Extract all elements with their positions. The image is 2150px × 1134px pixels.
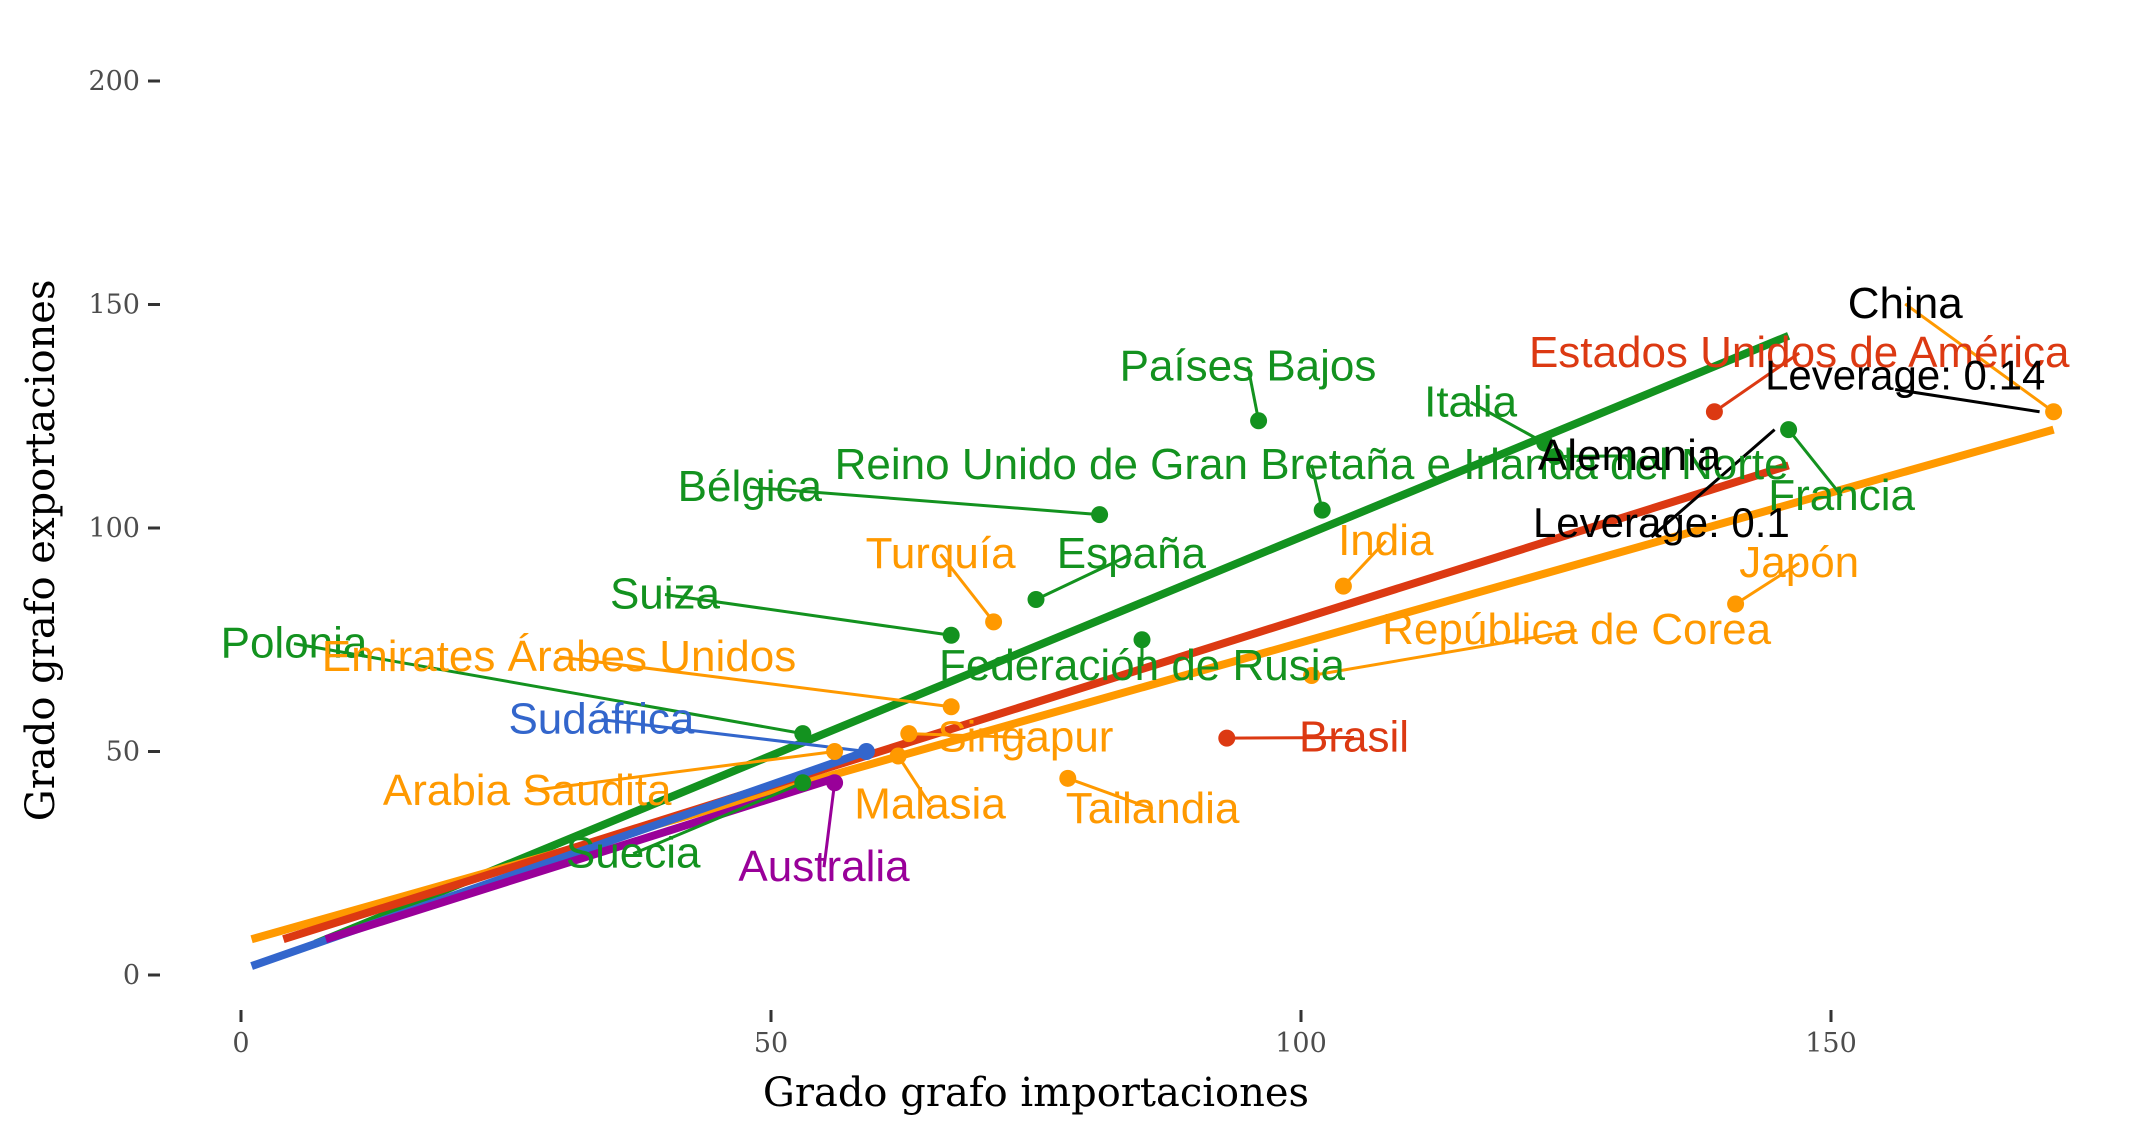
fit-line-2 <box>282 461 1790 944</box>
label-connector <box>1787 428 1843 498</box>
label-connector <box>1035 552 1133 601</box>
data-points <box>794 403 2063 792</box>
label-connector <box>1246 366 1261 422</box>
label-connector <box>908 732 1026 739</box>
data-point <box>1546 447 1564 465</box>
point-label: Reino Unido de Gran Bretaña e Irlanda de… <box>835 440 1789 489</box>
label-connector <box>822 782 837 868</box>
point-label: Suiza <box>610 569 721 618</box>
x-tick-label: 150 <box>1805 1028 1857 1059</box>
point-label: Emirates Árabes Unidos <box>322 632 796 681</box>
label-connector <box>1555 454 1630 458</box>
point-label: Polonia <box>221 619 368 668</box>
leverage-connector <box>1894 387 2040 414</box>
point-label: Federación de Rusia <box>939 641 1346 690</box>
x-tick-label: 0 <box>232 1028 249 1059</box>
data-point <box>1303 667 1321 685</box>
label-connector <box>1904 302 2055 413</box>
data-point <box>1313 501 1331 519</box>
point-label: China <box>1848 279 1963 328</box>
label-connector <box>632 781 804 856</box>
label-connector <box>527 750 835 793</box>
label-connector <box>1713 351 1801 414</box>
data-point <box>1705 403 1723 421</box>
data-point <box>1780 421 1798 439</box>
y-tick-label: 0 <box>123 960 140 991</box>
data-point <box>1250 412 1268 430</box>
data-point <box>1218 729 1236 747</box>
y-tick-label: 150 <box>88 290 140 321</box>
data-point <box>1059 769 1077 787</box>
point-label: Malasia <box>854 780 1006 829</box>
point-label: Países Bajos <box>1120 341 1377 390</box>
axes: Grado grafo importaciones Grado grafo ex… <box>18 66 1857 1116</box>
label-connector <box>1311 628 1577 677</box>
data-point <box>942 626 960 644</box>
data-point <box>826 774 844 792</box>
y-tick-label: 100 <box>88 513 140 544</box>
data-point <box>1727 595 1745 613</box>
data-point <box>1027 591 1045 609</box>
label-connector <box>293 642 804 736</box>
point-label: Singapur <box>937 713 1113 762</box>
x-tick-label: 50 <box>754 1028 788 1059</box>
label-connector <box>749 485 1100 517</box>
label-connector <box>601 718 867 753</box>
label-connector <box>1067 776 1154 811</box>
label-connector <box>1342 539 1387 588</box>
point-label: Italia <box>1424 377 1517 426</box>
label-connector <box>896 755 932 806</box>
data-point <box>942 698 960 716</box>
x-axis-title: Grado grafo importaciones <box>763 1070 1309 1116</box>
leverage-label: Leverage: 0.14 <box>1765 351 2045 398</box>
label-connector <box>1734 561 1801 606</box>
data-point <box>1536 434 1554 452</box>
data-point <box>794 774 812 792</box>
data-point <box>1334 577 1352 595</box>
y-tick-label: 200 <box>88 66 140 97</box>
point-label: Francia <box>1768 471 1915 520</box>
point-label: Bélgica <box>678 462 823 511</box>
point-label: Suecia <box>566 829 701 878</box>
point-label: Brasil <box>1299 713 1409 762</box>
point-label: Alemania <box>1538 431 1722 480</box>
point-label: Tailandia <box>1066 784 1240 833</box>
leverage-label: Leverage: 0.1 <box>1533 499 1790 546</box>
point-label: India <box>1338 516 1434 565</box>
data-point <box>900 725 918 743</box>
point-label: República de Corea <box>1382 605 1771 654</box>
data-point <box>985 613 1003 631</box>
data-point <box>2045 403 2063 421</box>
label-connector <box>1469 400 1546 445</box>
leverage-connector <box>1650 428 1776 539</box>
point-label: Japón <box>1739 538 1859 587</box>
point-label: Arabia Saudita <box>383 766 672 815</box>
label-connector <box>558 655 952 709</box>
point-label: Turquía <box>866 529 1017 578</box>
data-point <box>889 747 907 765</box>
label-connector <box>1226 736 1355 740</box>
data-labels: Países Bajos Italia Reino Unido de Gran Br… <box>221 279 2070 891</box>
label-connector <box>664 592 952 637</box>
x-tick-label: 100 <box>1275 1028 1327 1059</box>
data-point <box>1091 506 1109 524</box>
data-point <box>826 743 844 760</box>
label-connectors <box>293 302 2055 868</box>
y-tick-label: 50 <box>106 737 140 768</box>
data-point <box>857 743 875 760</box>
label-connector <box>939 553 995 623</box>
point-label: Australia <box>738 842 910 891</box>
point-label: España <box>1057 529 1207 578</box>
y-axis-title: Grado grafo exportaciones <box>18 279 64 821</box>
data-point <box>1133 631 1151 649</box>
point-label: Estados Unidos de América <box>1529 328 2070 377</box>
data-point <box>794 725 812 743</box>
point-label: Sudáfrica <box>508 695 694 744</box>
